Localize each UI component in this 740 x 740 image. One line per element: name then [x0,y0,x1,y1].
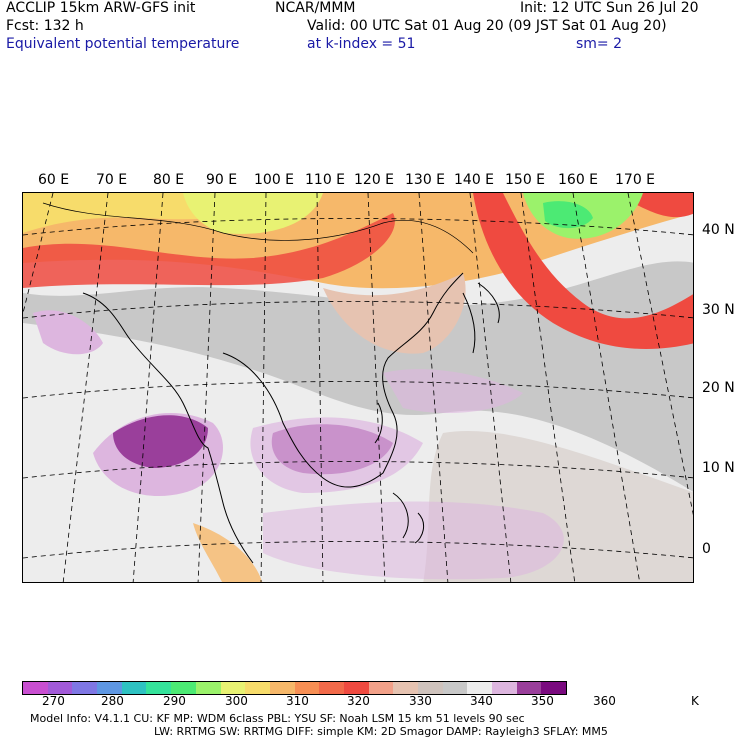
colorbar-swatch [72,682,98,694]
level-index: at k-index = 51 [307,36,416,52]
lon-label: 170 E [615,172,656,188]
colorbar-swatch [245,682,270,694]
colorbar-swatch [47,682,73,694]
lon-label: 80 E [153,172,185,188]
salmon-patch-south [193,523,263,582]
yellow-patch [183,193,323,234]
colorbar-tick: 350 [531,694,554,708]
coastline [222,272,464,488]
colorbar-tick: 320 [347,694,370,708]
purple-patch [383,369,523,413]
valid-time: Valid: 00 UTC Sat 01 Aug 20 (09 JST Sat … [307,18,667,34]
coastline [82,292,254,564]
lon-label: 150 E [505,172,546,188]
coastline-japan [462,282,500,354]
coastline-philippines [392,492,425,544]
field-name: Equivalent potential temperature [6,36,240,52]
lon-label: 160 E [558,172,599,188]
border-line [42,202,474,254]
colorbar-swatch [97,682,122,694]
lon-label: 100 E [254,172,295,188]
colorbar-swatch [516,682,542,694]
colorbar-tick: 340 [470,694,493,708]
lat-label: 30 N [702,302,735,318]
colorbar-swatch [23,682,48,694]
lon-label: 60 E [38,172,70,188]
model-info-line1: Model Info: V4.1.1 CU: KF MP: WDM 6class… [30,712,525,725]
init-time: Init: 12 UTC Sun 26 Jul 20 [520,0,699,16]
purple-patch [263,501,564,580]
colorbar-swatch [467,682,493,694]
colorbar-swatch [541,682,567,694]
colorbar-swatch [442,682,468,694]
colorbar-swatch [121,682,147,694]
colorbar-tick: 270 [42,694,65,708]
purple-core [113,415,208,468]
colorbar-tick: 360 [593,694,616,708]
coastline-taiwan [374,402,383,444]
map-field-svg [23,193,693,582]
lat-label: 0 [702,541,711,557]
title-left: ACCLIP 15km ARW-GFS init [6,0,196,16]
lat-label: 10 N [702,460,735,476]
colorbar-tick: 300 [225,694,248,708]
colorbar-swatch [319,682,344,694]
colorbar-tick: 290 [163,694,186,708]
colorbar-swatch [492,682,517,694]
org-label: NCAR/MMM [275,0,356,16]
salmon-patch [323,273,466,354]
lon-label: 70 E [96,172,128,188]
colorbar-swatch [171,682,196,694]
colorbar-tick: 280 [101,694,124,708]
colorbar-swatch [294,682,320,694]
colorbar-swatch [195,682,221,694]
red-ribbon-east [473,193,693,349]
colorbar-tick: 330 [409,694,432,708]
midlat-field [23,261,693,492]
lon-label: 110 E [305,172,346,188]
smoothing-label: sm= 2 [576,36,623,52]
colorbar-swatch [393,682,418,694]
lon-label: 120 E [354,172,395,188]
colorbar-swatch [269,682,295,694]
green-core [543,201,593,229]
colorbar-swatch [343,682,369,694]
model-info-line2: LW: RRTMG SW: RRTMG DIFF: simple KM: 2D … [154,725,608,738]
lon-label: 130 E [405,172,446,188]
map-panel [22,192,694,583]
grid-lines [23,193,693,582]
colorbar [22,681,568,695]
lon-label: 90 E [206,172,238,188]
lat-label: 20 N [702,380,735,396]
lon-label: 140 E [454,172,495,188]
colorbar-swatch [220,682,246,694]
colorbar-tick: 310 [286,694,309,708]
colorbar-unit: K [691,694,699,708]
red-ribbon-west [23,213,395,288]
colorbar-swatch [146,682,172,694]
purple-patch [33,310,103,355]
colorbar-swatch [368,682,394,694]
lat-label: 40 N [702,222,735,238]
colorbar-swatch [418,682,443,694]
forecast-hour: Fcst: 132 h [6,18,84,34]
